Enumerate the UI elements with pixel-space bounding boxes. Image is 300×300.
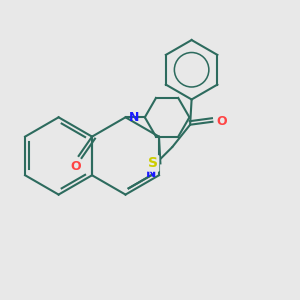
Text: O: O xyxy=(216,115,226,128)
Text: O: O xyxy=(70,160,81,173)
Text: N: N xyxy=(129,111,140,124)
Text: N: N xyxy=(146,167,156,180)
Text: S: S xyxy=(148,156,158,170)
Text: S: S xyxy=(148,156,158,170)
